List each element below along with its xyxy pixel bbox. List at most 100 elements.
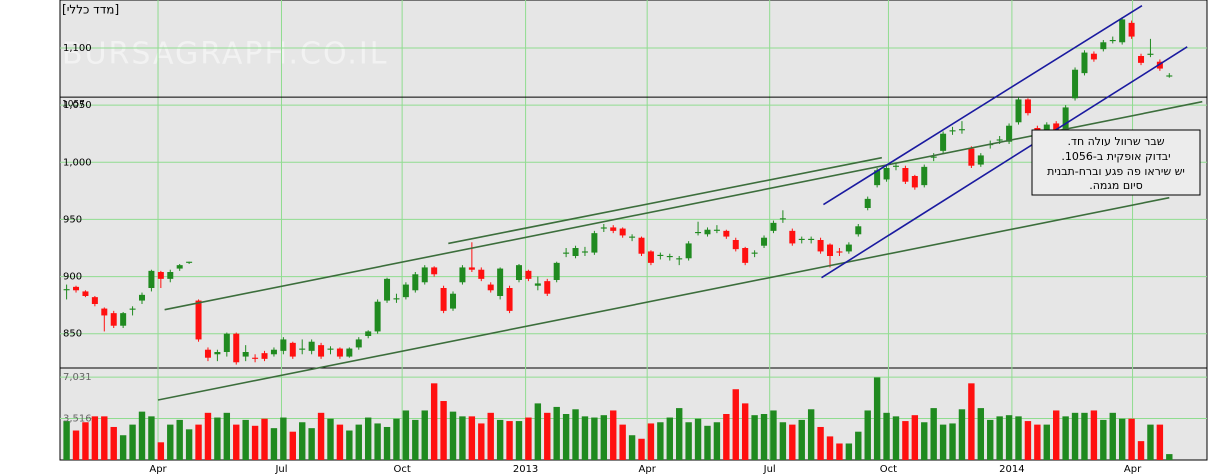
volume-bar <box>138 411 146 460</box>
volume-bar <box>892 416 900 460</box>
candle-body <box>176 265 183 269</box>
candle-body <box>1015 99 1022 123</box>
volume-bar <box>496 419 504 460</box>
y-tick-label: 1,100 <box>63 43 92 54</box>
volume-bar <box>101 416 108 460</box>
volume-bar <box>119 435 127 460</box>
y-tick-label: 950 <box>63 214 82 225</box>
trend-line <box>821 46 1188 279</box>
volume-bar <box>525 417 532 460</box>
candle-body <box>1081 52 1088 74</box>
candle-body <box>553 262 560 280</box>
candle-body <box>713 229 720 231</box>
candle-body <box>940 133 947 151</box>
candle-body <box>252 357 259 359</box>
volume-bar <box>346 430 353 460</box>
volume-bar <box>968 383 975 460</box>
y-tick-label: 7,031 <box>63 372 92 383</box>
candle-body <box>1072 69 1079 99</box>
volume-bar <box>685 422 692 460</box>
candle-body <box>1138 56 1145 63</box>
candle-body <box>581 251 588 253</box>
x-tick-label: 2013 <box>513 464 538 475</box>
candle-body <box>355 339 362 348</box>
volume-bar <box>921 422 928 460</box>
candle-body <box>864 198 871 208</box>
volume-bar <box>581 416 589 460</box>
candle-body <box>393 298 400 300</box>
volume-bar <box>638 438 645 460</box>
candle-body <box>412 274 419 291</box>
volume-bar <box>911 415 919 460</box>
volume-bar <box>826 436 834 460</box>
candle-body <box>402 284 409 298</box>
volume-bar <box>1118 418 1126 460</box>
volume-bar <box>930 408 937 460</box>
volume-bar <box>619 424 626 460</box>
candle-body <box>280 339 287 351</box>
candle-body <box>1128 22 1135 37</box>
candle-body <box>911 176 918 188</box>
volume-bar <box>779 422 787 460</box>
volume-bar <box>1024 421 1032 460</box>
x-tick-label: Apr <box>1124 464 1142 475</box>
volume-bar <box>430 383 438 460</box>
candle-body <box>299 348 306 350</box>
x-tick-label: Jul <box>274 464 287 475</box>
volume-bar <box>1137 441 1145 460</box>
volume-bar <box>402 410 410 460</box>
volume-bar <box>261 418 268 460</box>
volume-bar <box>148 416 155 460</box>
volume-bar <box>157 442 165 460</box>
candle-body <box>506 288 513 311</box>
candle-body <box>157 272 164 279</box>
volume-bar <box>270 428 278 460</box>
y-tick-label: 900 <box>63 272 82 283</box>
volume-bar <box>902 421 909 460</box>
volume-bar <box>440 401 447 460</box>
candle-body <box>327 348 334 350</box>
candle-body <box>365 331 372 336</box>
candle-body <box>534 283 541 286</box>
candle-body <box>440 288 447 311</box>
candle-body <box>73 286 80 291</box>
candle-body <box>600 227 607 229</box>
volume-bar <box>1071 412 1079 460</box>
candle-body <box>261 353 268 359</box>
volume-bar <box>751 415 758 460</box>
volume-bar <box>798 419 805 460</box>
volume-bar <box>506 421 513 460</box>
hline-label: 1057 <box>62 100 85 110</box>
trend-line <box>157 196 1170 401</box>
volume-bar <box>308 428 315 460</box>
candle-body <box>1156 61 1163 69</box>
candle-body <box>204 349 211 358</box>
candle-body <box>761 237 768 246</box>
volume-bar <box>515 421 523 460</box>
candle-body <box>874 170 881 186</box>
candle-body <box>789 230 796 244</box>
candle-body <box>478 269 485 279</box>
y-tick-label: 1,050 <box>63 100 92 111</box>
x-tick-label: Oct <box>393 464 410 475</box>
volume-bar <box>129 424 136 460</box>
volume-bar <box>666 417 673 460</box>
chart-title: [מדד כללי] <box>62 3 119 17</box>
candle-body <box>544 281 551 294</box>
candle-body <box>742 248 749 263</box>
candle-body <box>223 333 230 352</box>
price-panel <box>59 0 1208 369</box>
candle-body <box>892 165 899 167</box>
volume-bar <box>336 424 344 460</box>
candle-body <box>930 156 937 158</box>
candle-body <box>958 129 965 131</box>
candle-body <box>1100 42 1107 50</box>
y-tick-label: 850 <box>63 329 82 340</box>
volume-bar <box>883 412 890 460</box>
volume-bar <box>214 417 221 460</box>
trend-line <box>822 5 1143 206</box>
volume-bar <box>72 430 80 460</box>
volume-bar <box>939 424 947 460</box>
candle-body <box>1166 75 1173 77</box>
